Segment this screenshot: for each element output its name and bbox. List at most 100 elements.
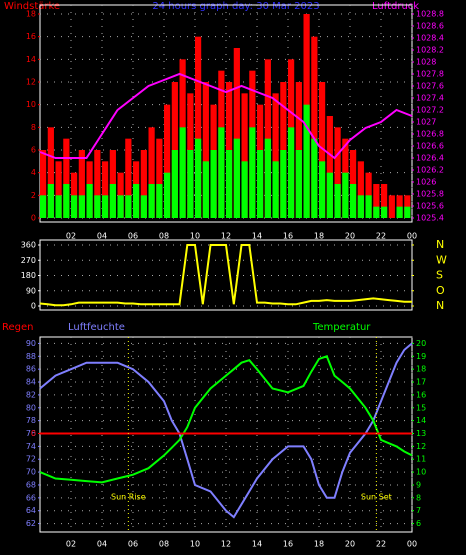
wind-bar [272,93,279,218]
y-tick-label: 2 [31,191,36,200]
wind-bar [195,36,202,218]
y2-tick-label: 13 [416,429,426,438]
y2-tick-label: 15 [416,403,426,412]
series-line [39,244,412,307]
wind-bar [156,184,163,218]
wind-bar [117,195,124,218]
wind-bar [226,150,233,218]
wind-bar [357,161,364,218]
y-tick-label: 12 [26,78,36,87]
wind-bar [241,93,248,218]
y-tick-label: 0 [31,302,36,311]
x-tick-label: 20 [345,232,355,241]
series-line [39,342,413,519]
wind-bar [55,161,62,218]
x-tick-label: 10 [190,540,200,549]
x-tick-label: 10 [190,232,200,241]
y2-tick-label: 1026.2 [416,166,444,175]
wind-bar [195,138,202,218]
annotation: Sun Set [361,493,392,502]
y2-tick-label: 6 [416,519,421,528]
y-tick-label: 360 [21,241,36,250]
wind-bar [373,206,380,218]
x-tick-label: 12 [221,540,231,549]
x-tick-label: 02 [66,232,76,241]
y-tick-label: 82 [26,390,36,399]
wind-bar [86,184,93,218]
y2-tick-label: 1027.8 [416,70,444,79]
wind-bar [140,150,147,218]
x-tick-label: 00 [407,232,417,241]
y-tick-label: 16 [26,32,36,41]
y2-tick-label: 9 [416,480,421,489]
y-tick-label: 4 [31,168,36,177]
x-tick-label: 14 [252,540,262,549]
wind-bar [78,150,85,218]
y-tick-label: 64 [26,506,36,515]
y2-tick-label: 14 [416,416,426,425]
wind-label: Windstärke [4,1,60,12]
wind-bar [326,116,333,218]
wind-bar [404,195,411,218]
y2-tick-label: 1025.6 [416,202,444,211]
wind-bar [94,195,101,218]
y-tick-label: 180 [21,271,36,280]
wind-bar [125,195,132,218]
wind-bar [218,127,225,218]
wind-bar [94,150,101,218]
wind-bar [365,195,372,218]
y2-tick-label: 1027 [416,118,436,127]
y2-tick-label: S [436,269,443,282]
wind-bar [272,161,279,218]
y2-tick-label: 1025.4 [416,214,444,223]
wind-bar [164,172,171,218]
y2-tick-label: N [436,299,444,312]
y2-tick-label: 10 [416,468,426,477]
x-tick-label: 12 [221,232,231,241]
temperature-label: Temperatur [312,322,371,333]
y-tick-label: 90 [26,339,36,348]
wind-bar [125,138,132,218]
x-tick-label: 18 [314,232,324,241]
y-tick-label: 86 [26,365,36,374]
x-tick-label: 06 [128,540,138,549]
wind-bar [140,195,147,218]
wind-bar [381,206,388,218]
wind-bar [319,161,326,218]
y2-tick-label: 16 [416,390,426,399]
y2-tick-label: 1028.2 [416,46,444,55]
rain-label: Regen [2,322,34,333]
wind-bar [233,48,240,218]
y2-tick-label: 1027.4 [416,94,444,103]
wind-bar [210,150,217,218]
y2-tick-label: 1026.8 [416,130,444,139]
wind-bar [47,127,54,218]
wind-bar [396,206,403,218]
wind-bar [148,127,155,218]
y2-tick-label: 12 [416,442,426,451]
y2-tick-label: O [436,284,445,297]
x-tick-label: 08 [159,232,169,241]
y2-tick-label: 19 [416,352,426,361]
wind-bar [187,150,194,218]
x-tick-label: 20 [345,540,355,549]
y2-tick-label: 1026.4 [416,154,444,163]
y2-tick-label: 1026.6 [416,142,444,151]
wind-bar [257,150,264,218]
wind-bar [156,138,163,218]
wind-bar [102,161,109,218]
x-tick-label: 14 [252,232,262,241]
y-tick-label: 76 [26,429,36,438]
wind-bar [295,150,302,218]
wind-bar [102,195,109,218]
wind-bar [373,184,380,218]
wind-bar [233,138,240,218]
wind-bar [78,195,85,218]
wind-bar [311,36,318,218]
wind-bar [179,127,186,218]
y-tick-label: 10 [26,100,36,109]
x-tick-label: 16 [283,232,293,241]
y-tick-label: 270 [21,256,36,265]
y-tick-label: 80 [26,403,36,412]
y-tick-label: 74 [26,442,36,451]
